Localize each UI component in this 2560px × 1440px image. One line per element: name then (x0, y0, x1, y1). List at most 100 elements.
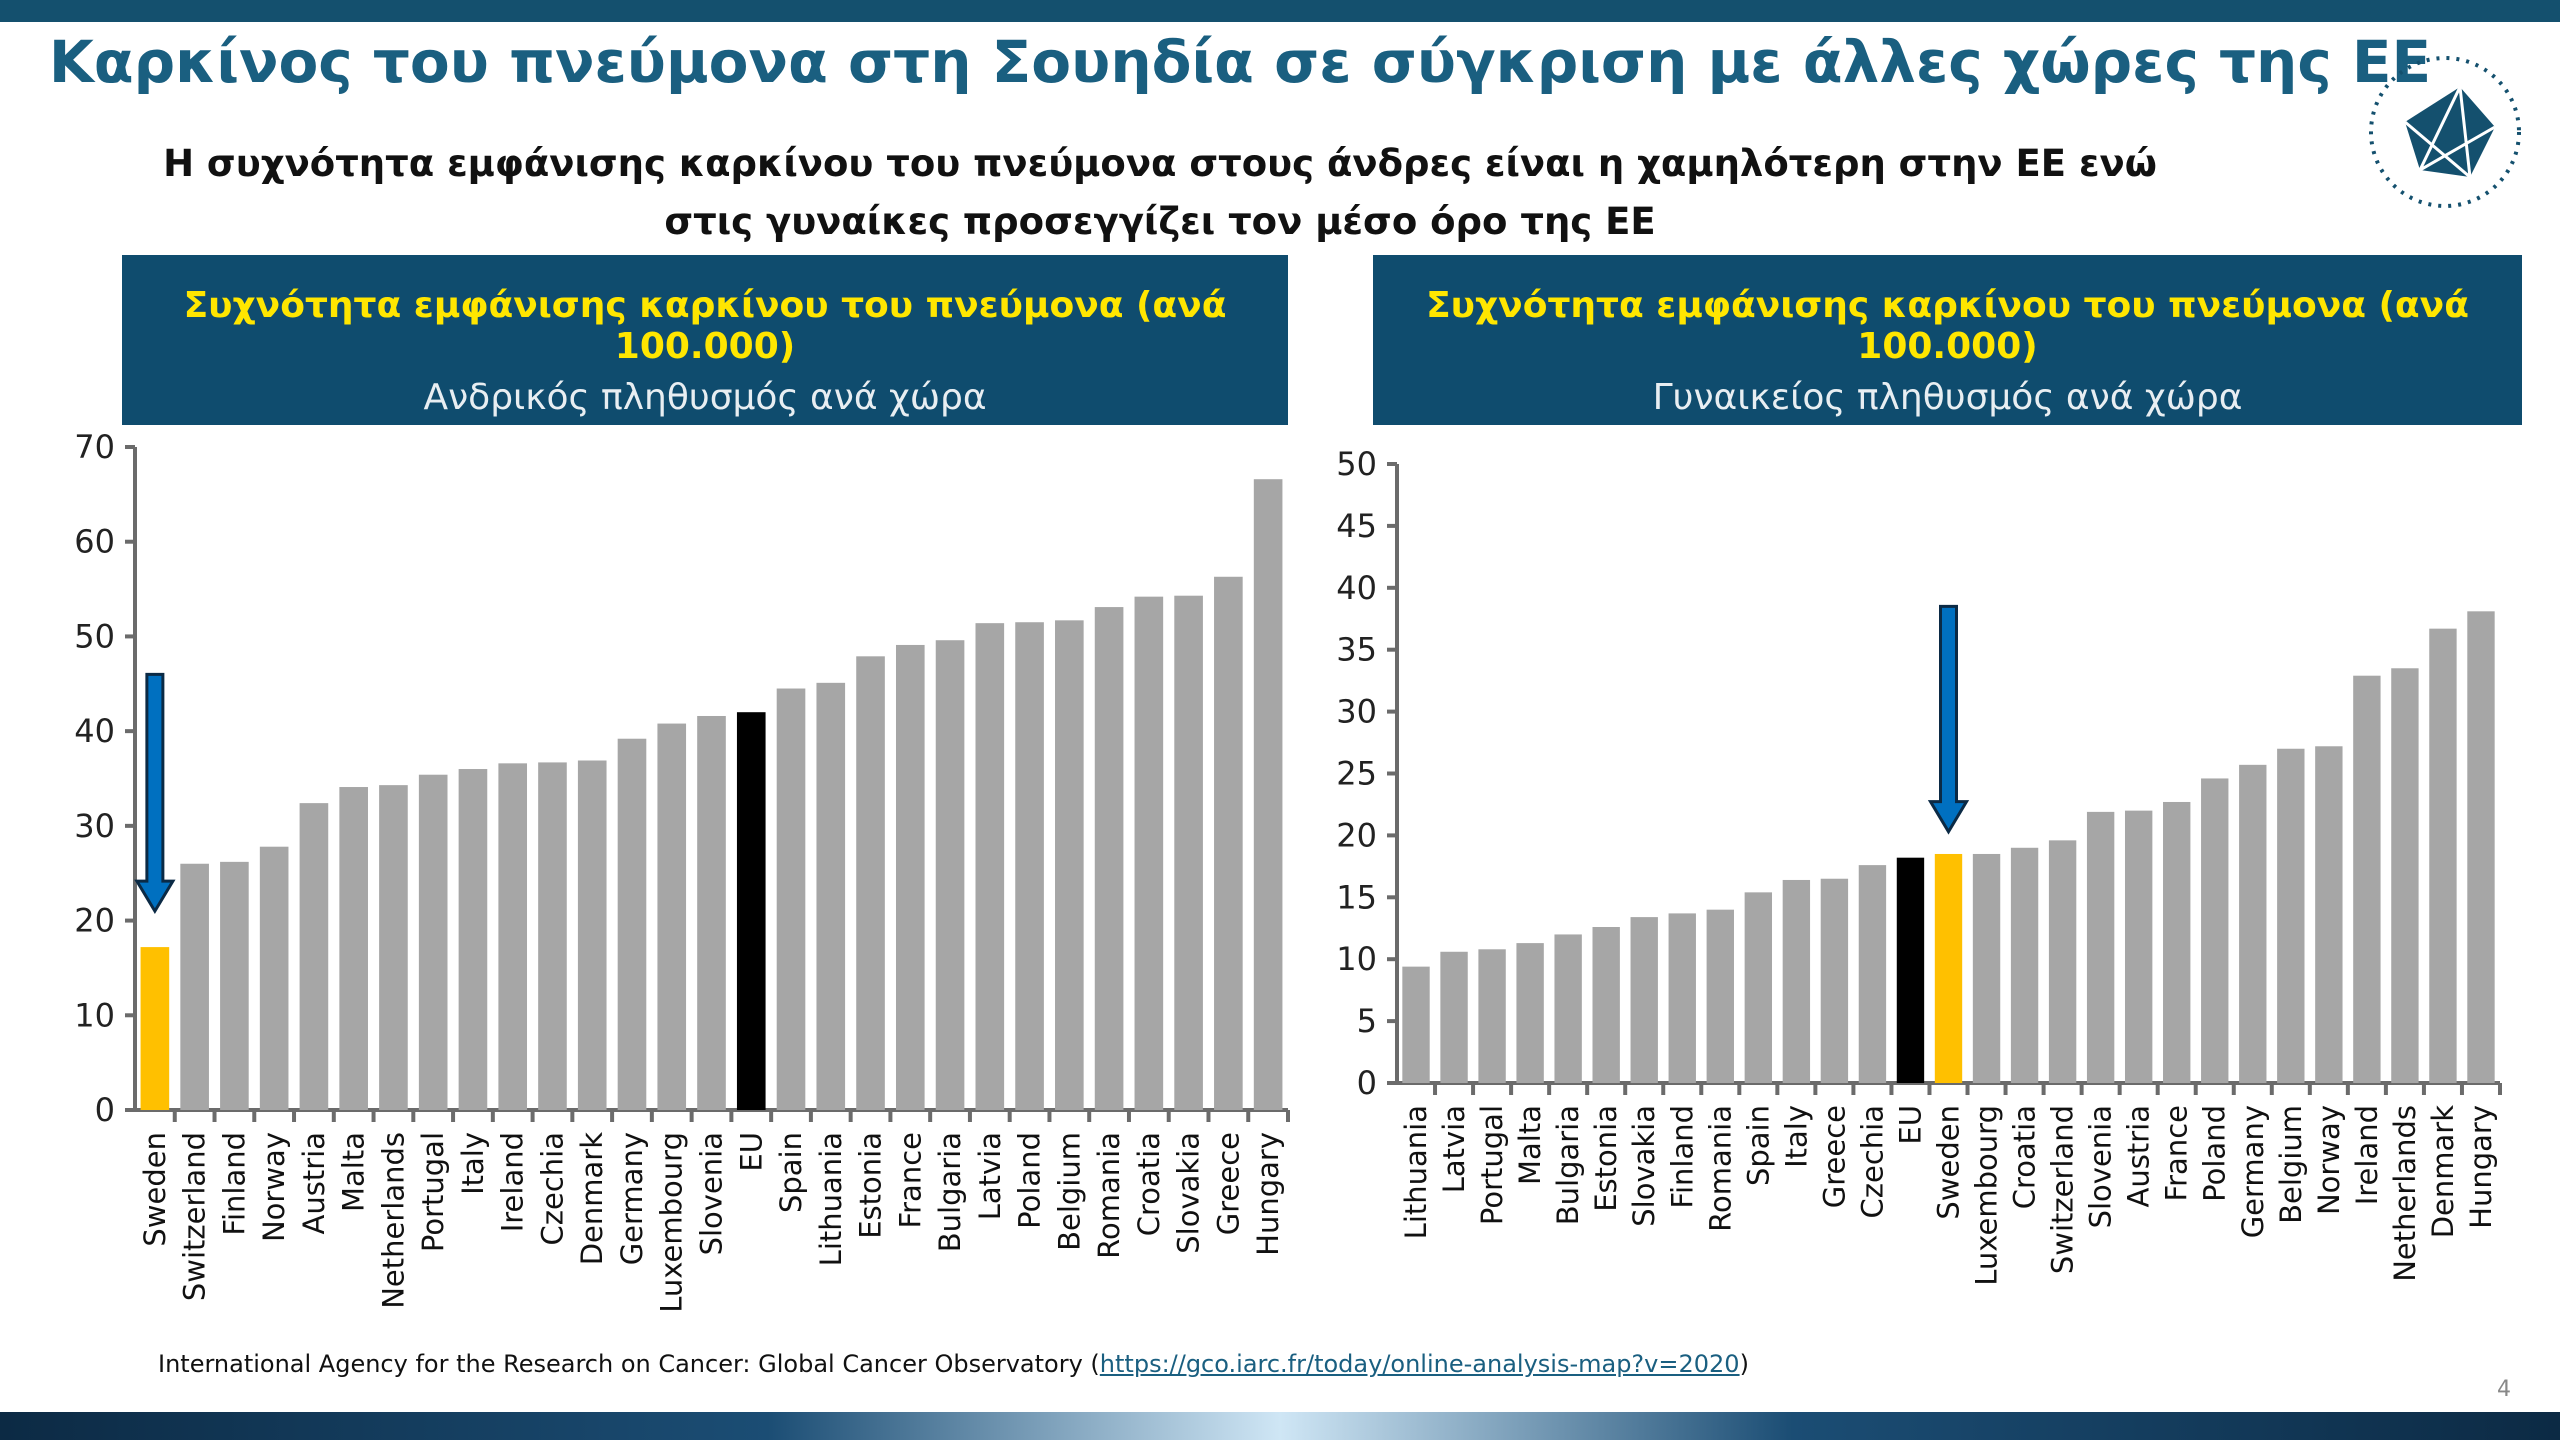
female-bar-malta (1516, 943, 1544, 1083)
female-x-label: Norway (2312, 1105, 2346, 1215)
logo (2369, 56, 2521, 208)
female-chart-title: Συχνότητα εμφάνισης καρκίνου του πνεύμον… (1426, 285, 2469, 367)
male-arrow-down-icon (134, 672, 176, 915)
source-link[interactable]: https://gco.iarc.fr/today/online-analysi… (1099, 1350, 1740, 1378)
female-x-label: Slovenia (2084, 1105, 2118, 1228)
male-x-label: Sweden (138, 1132, 172, 1247)
female-x-label: Romania (1703, 1105, 1737, 1232)
male-x-label: Spain (774, 1132, 808, 1213)
male-x-label: Germany (615, 1132, 649, 1265)
male-x-label: Slovenia (695, 1132, 729, 1255)
male-x-label: Belgium (1052, 1132, 1086, 1251)
female-x-label: Greece (1817, 1105, 1851, 1208)
female-bar-portugal (1478, 949, 1506, 1083)
female-y-tick-label: 45 (1336, 507, 1377, 545)
male-bar-austria (299, 803, 329, 1110)
female-x-label: Italy (1779, 1105, 1813, 1168)
subtitle-line-2: στις γυναίκες προσεγγίζει τον μέσο όρο τ… (664, 200, 1656, 243)
female-y-tick-label: 10 (1336, 940, 1377, 978)
male-x-label: Estonia (854, 1132, 888, 1239)
female-bar-hungary (2467, 611, 2495, 1083)
bottom-bar (0, 1412, 2560, 1440)
male-x-label: Croatia (1132, 1132, 1166, 1236)
male-chart-title: Συχνότητα εμφάνισης καρκίνου του πνεύμον… (183, 285, 1227, 367)
female-x-label: Belgium (2274, 1105, 2308, 1224)
male-x-label: France (893, 1132, 927, 1228)
source-close: ) (1739, 1350, 1749, 1378)
male-bar-switzerland (180, 863, 209, 1110)
female-bar-luxembourg (1972, 853, 2001, 1083)
male-x-label: Switzerland (178, 1132, 212, 1301)
female-bar-italy (1782, 879, 1811, 1083)
male-bar-france (895, 644, 925, 1110)
male-bar-estonia (856, 656, 885, 1110)
male-bar-italy (458, 769, 488, 1110)
female-bar-netherlands (2391, 668, 2419, 1083)
female-y-tick-label: 15 (1336, 878, 1377, 916)
male-bar-hungary (1253, 479, 1283, 1110)
male-y-tick-label: 20 (74, 902, 115, 940)
female-bar-croatia (2010, 847, 2039, 1083)
female-bar-greece (1820, 878, 1849, 1083)
male-bar-lithuania (816, 682, 846, 1110)
male-x-label: Lithuania (814, 1132, 848, 1266)
male-bar-romania (1094, 607, 1124, 1110)
subtitle-line-1: Η συχνότητα εμφάνισης καρκίνου του πνεύμ… (163, 142, 2157, 185)
male-chart-subtitle: Ανδρικός πληθυσμός ανά χώρα (423, 377, 987, 418)
male-x-label: Malta (337, 1132, 371, 1212)
female-x-label: Czechia (1855, 1105, 1889, 1218)
male-x-label: Hungary (1251, 1132, 1285, 1256)
male-bar-luxembourg (657, 723, 687, 1110)
female-x-label: Luxembourg (1970, 1105, 2004, 1286)
female-bar-norway (2315, 746, 2343, 1083)
female-bar-france (2163, 801, 2191, 1083)
female-bar-belgium (2277, 748, 2305, 1083)
male-bar-slovenia (697, 715, 726, 1110)
female-y-tick-label: 20 (1336, 816, 1377, 854)
subtitle: Η συχνότητα εμφάνισης καρκίνου του πνεύμ… (140, 135, 2180, 251)
male-bar-czechia (538, 762, 567, 1110)
male-bar-eu (736, 712, 766, 1110)
male-x-label: Greece (1211, 1132, 1245, 1235)
male-y-tick-label: 60 (74, 523, 115, 561)
female-x-label: Bulgaria (1551, 1105, 1585, 1225)
male-x-label: Austria (297, 1132, 331, 1234)
male-bar-finland (220, 861, 249, 1110)
female-chart-subtitle: Γυναικείος πληθυσμός ανά χώρα (1652, 377, 2243, 418)
female-y-tick-label: 30 (1336, 693, 1377, 731)
female-y-tick-label: 5 (1357, 1002, 1377, 1040)
female-x-label: Denmark (2426, 1105, 2460, 1238)
female-bar-latvia (1440, 951, 1468, 1083)
female-x-label: Hungary (2464, 1105, 2498, 1229)
male-x-label: Latvia (973, 1132, 1007, 1220)
male-x-label: Portugal (416, 1132, 450, 1252)
female-x-label: Sweden (1932, 1105, 1966, 1220)
male-x-label: Czechia (535, 1132, 569, 1245)
female-bar-germany (2239, 764, 2267, 1083)
source-note: International Agency for the Research on… (158, 1350, 1749, 1378)
male-bar-norway (259, 846, 289, 1110)
top-bar (0, 0, 2560, 22)
male-x-label: Ireland (496, 1132, 530, 1232)
male-y-tick-label: 10 (74, 996, 115, 1034)
male-y-tick-label: 30 (74, 807, 115, 845)
male-bar-spain (776, 688, 806, 1110)
male-x-label: Slovakia (1172, 1132, 1206, 1254)
female-x-label: Poland (2198, 1105, 2232, 1202)
male-x-label: Netherlands (376, 1132, 410, 1309)
male-bar-latvia (975, 623, 1005, 1110)
female-bar-denmark (2429, 628, 2457, 1083)
female-x-label: Malta (1513, 1105, 1547, 1185)
female-chart-header: Συχνότητα εμφάνισης καρκίνου του πνεύμον… (1373, 255, 2522, 425)
male-x-label: Romania (1092, 1132, 1126, 1259)
female-y-tick-label: 0 (1357, 1064, 1377, 1102)
female-x-label: Latvia (1437, 1105, 1471, 1193)
male-x-label: EU (734, 1132, 768, 1172)
male-bar-belgium (1055, 620, 1084, 1110)
female-bar-spain (1744, 892, 1773, 1083)
female-x-label: Netherlands (2388, 1105, 2422, 1282)
male-bar-sweden (140, 947, 170, 1110)
male-x-label: Luxembourg (655, 1132, 689, 1313)
female-bar-sweden (1934, 853, 1963, 1083)
female-y-tick-label: 40 (1336, 569, 1377, 607)
